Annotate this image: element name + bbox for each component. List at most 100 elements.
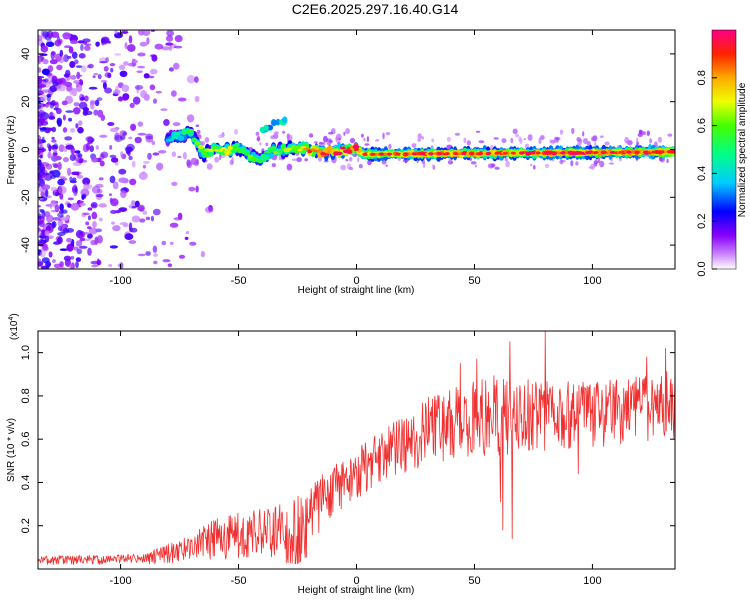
spectrogram-noise-blob bbox=[158, 150, 167, 154]
spectrogram-noise-blob bbox=[127, 150, 131, 157]
spectrogram-halo-blob bbox=[582, 131, 585, 137]
spectrogram-halo-blob bbox=[549, 139, 553, 144]
spectrogram-hot-cell bbox=[667, 150, 673, 154]
snr-scale-close: ) bbox=[9, 313, 20, 316]
spectrogram-halo-blob bbox=[273, 133, 279, 139]
spectrogram-noise-blob bbox=[56, 117, 63, 126]
spectrogram-noise-blob bbox=[153, 253, 158, 257]
spectrogram-noise-blob bbox=[91, 157, 99, 163]
spectrogram-halo-blob bbox=[637, 133, 643, 137]
spectrogram-noise-blob bbox=[145, 251, 151, 256]
spectrogram-noise-blob bbox=[95, 41, 100, 47]
spectrogram-noise-blob bbox=[104, 87, 113, 94]
spectrogram-noise-blob bbox=[195, 124, 200, 127]
spectrogram-halo-blob bbox=[255, 131, 260, 136]
spectrogram-halo-blob bbox=[559, 159, 564, 165]
spectrogram-noise-blob bbox=[134, 85, 144, 90]
spectrogram-noise-blob bbox=[78, 53, 86, 59]
spectrogram-noise-blob bbox=[57, 219, 64, 227]
spectrogram-halo-blob bbox=[501, 138, 507, 144]
spectrogram-noise-blob bbox=[49, 85, 57, 93]
spectrogram-halo-blob bbox=[593, 160, 599, 165]
spectrogram-halo-blob bbox=[642, 131, 646, 136]
spectrogram-halo-blob bbox=[538, 137, 542, 145]
spectrogram-noise-blob bbox=[120, 151, 124, 158]
spectrogram-hot-cell bbox=[585, 151, 591, 155]
spectrogram-halo-blob bbox=[304, 158, 309, 162]
spectrogram-noise-blob bbox=[114, 30, 118, 35]
spectrogram-noise-blob bbox=[71, 87, 78, 97]
spectrogram-noise-blob bbox=[104, 72, 112, 78]
spectrogram-hot-cell bbox=[609, 150, 616, 154]
spectrogram-hot-cell bbox=[386, 152, 393, 156]
spectrogram-halo-blob bbox=[478, 140, 485, 144]
spectrogram-noise-blob bbox=[134, 136, 142, 144]
spectrogram-halo-blob bbox=[335, 136, 339, 143]
spectrogram-noise-blob bbox=[194, 95, 200, 103]
spectrogram-noise-blob bbox=[81, 65, 87, 73]
spectrogram-ridge-cell bbox=[276, 148, 284, 153]
spectrogram-noise-blob bbox=[76, 248, 83, 255]
spectrogram-noise-blob bbox=[70, 255, 75, 260]
spectrogram-hot-cell bbox=[353, 148, 360, 151]
spectrogram-noise-blob bbox=[178, 254, 186, 259]
snr-scale-label: (x104) bbox=[8, 313, 20, 340]
spectrogram-halo-blob bbox=[348, 166, 353, 171]
spectrogram-noise-blob bbox=[200, 250, 205, 258]
spectrogram-noise-blob bbox=[82, 177, 91, 186]
spectrogram-noise-blob bbox=[174, 35, 183, 43]
spectrogram-noise-blob bbox=[186, 114, 195, 123]
spectrogram-hot-cell bbox=[659, 150, 665, 154]
spectrogram-noise-blob bbox=[119, 70, 128, 78]
spectrogram-halo-blob bbox=[608, 162, 614, 165]
spectrogram-halo-blob bbox=[417, 138, 421, 142]
spectrogram-halo-blob bbox=[594, 141, 597, 147]
spectrogram-noise-blob bbox=[137, 132, 147, 136]
spectrogram-noise-blob bbox=[45, 41, 55, 47]
spectrogram-noise-blob bbox=[59, 203, 64, 212]
spectrogram-halo-blob bbox=[357, 157, 360, 163]
spectrogram-noise-blob bbox=[131, 215, 141, 223]
spectrogram-hot-cell bbox=[362, 152, 368, 156]
spectrogram-noise-blob bbox=[78, 120, 83, 126]
spectrogram-noise-blob bbox=[115, 85, 119, 93]
spectrogram-noise-blob bbox=[149, 68, 158, 75]
spectrogram-noise-blob bbox=[38, 93, 42, 96]
spectrogram-noise-blob bbox=[75, 261, 79, 269]
spectrogram-halo-blob bbox=[364, 143, 370, 146]
spectrogram-branch-cell bbox=[263, 124, 269, 131]
spectrogram-noise-blob bbox=[75, 123, 79, 129]
spectrogram-noise-blob bbox=[136, 70, 143, 73]
spectrogram-halo-blob bbox=[313, 141, 318, 144]
spectrogram-noise-blob bbox=[150, 215, 154, 222]
spectrogram-noise-blob bbox=[161, 240, 167, 246]
spectrogram-noise-blob bbox=[65, 110, 74, 113]
spectrogram-ridge-cell bbox=[303, 147, 310, 151]
spectrogram-noise-blob bbox=[38, 231, 42, 236]
spectrogram-halo-blob bbox=[599, 160, 605, 168]
spectrogram-noise-blob bbox=[119, 222, 128, 226]
spectrogram-noise-blob bbox=[69, 245, 74, 249]
spectrogram-noise-blob bbox=[41, 184, 51, 190]
spectrogram-halo-blob bbox=[385, 164, 388, 167]
snr-y-tick-label: 0.2 bbox=[20, 518, 32, 533]
spectrogram-noise-blob bbox=[57, 161, 62, 171]
snr-y-label: SNR (10 * v/v) bbox=[6, 418, 17, 482]
spectrogram-noise-blob bbox=[69, 34, 78, 43]
spectrogram-halo-blob bbox=[345, 159, 349, 162]
spectrogram-noise-blob bbox=[69, 180, 77, 184]
snr-x-tick-label: 50 bbox=[468, 575, 480, 587]
spectrogram-hot-cell bbox=[469, 151, 475, 155]
spectrogram-noise-blob bbox=[109, 193, 112, 197]
spectrogram-noise-blob bbox=[40, 250, 46, 258]
spectrogram-hot-cell bbox=[477, 151, 483, 155]
spectrogram-noise-blob bbox=[38, 76, 42, 82]
snr-background bbox=[38, 331, 675, 569]
spectrogram-ridge-cell bbox=[194, 141, 201, 145]
spectrogram-halo-blob bbox=[544, 163, 550, 169]
spectrogram-hot-cell bbox=[494, 151, 500, 155]
spectrogram-noise-blob bbox=[38, 235, 45, 239]
spectrogram-noise-blob bbox=[61, 100, 68, 106]
spectrogram-noise-blob bbox=[73, 191, 77, 196]
